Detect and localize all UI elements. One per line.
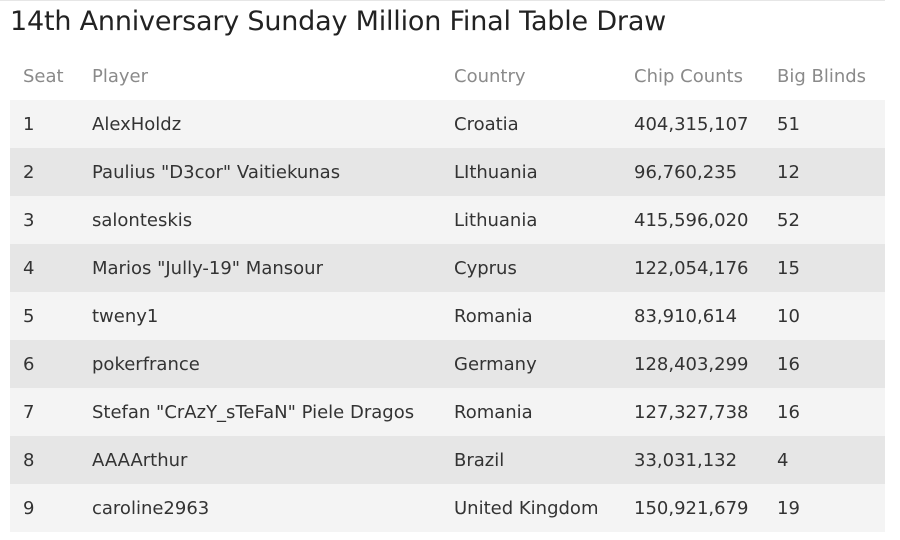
seat-draw-table: Seat Player Country Chip Counts Big Blin… xyxy=(10,52,885,532)
country-cell: Germany xyxy=(454,353,537,375)
country-cell: Brazil xyxy=(454,449,505,471)
page-title: 14th Anniversary Sunday Million Final Ta… xyxy=(10,6,667,37)
chip-count-cell: 96,760,235 xyxy=(634,161,738,183)
player-cell: AAAArthur xyxy=(92,449,188,471)
country-cell: Croatia xyxy=(454,113,519,135)
big-blinds-cell: 16 xyxy=(777,353,800,375)
player-cell: Paulius "D3cor" Vaitiekunas xyxy=(92,161,341,183)
header-big-blinds: Big Blinds xyxy=(777,65,867,87)
player-cell: pokerfrance xyxy=(92,353,200,375)
big-blinds-cell: 16 xyxy=(777,401,800,423)
header-row: Seat Player Country Chip Counts Big Blin… xyxy=(10,52,885,100)
big-blinds-cell: 52 xyxy=(777,209,800,231)
country-cell: Cyprus xyxy=(454,257,517,279)
table-row: 5 tweny1 Romania 83,910,614 10 xyxy=(10,292,885,340)
country-cell: Lithuania xyxy=(454,209,538,231)
seat-cell: 3 xyxy=(23,209,35,231)
seat-cell: 4 xyxy=(23,257,35,279)
header-country: Country xyxy=(454,65,526,87)
seat-cell: 7 xyxy=(23,401,35,423)
seat-cell: 2 xyxy=(23,161,35,183)
player-cell: tweny1 xyxy=(92,305,159,327)
table-row: 7 Stefan "CrAzY_sTeFaN" Piele Dragos Rom… xyxy=(10,388,885,436)
table-row: 1 AlexHoldz Croatia 404,315,107 51 xyxy=(10,100,885,148)
big-blinds-cell: 10 xyxy=(777,305,800,327)
table-row: 9 caroline2963 United Kingdom 150,921,67… xyxy=(10,484,885,532)
country-cell: Romania xyxy=(454,401,533,423)
player-cell: AlexHoldz xyxy=(92,113,182,135)
country-cell: Romania xyxy=(454,305,533,327)
seat-cell: 8 xyxy=(23,449,35,471)
player-cell: salonteskis xyxy=(92,209,193,231)
big-blinds-cell: 15 xyxy=(777,257,800,279)
chip-count-cell: 127,327,738 xyxy=(634,401,749,423)
country-cell: United Kingdom xyxy=(454,497,599,519)
table-row: 6 pokerfrance Germany 128,403,299 16 xyxy=(10,340,885,388)
seat-cell: 1 xyxy=(23,113,35,135)
header-seat: Seat xyxy=(23,65,64,87)
table-row: 2 Paulius "D3cor" Vaitiekunas LIthuania … xyxy=(10,148,885,196)
top-divider xyxy=(0,0,885,1)
big-blinds-cell: 51 xyxy=(777,113,800,135)
final-table-draw: Seat Player Country Chip Counts Big Blin… xyxy=(10,52,885,532)
chip-count-cell: 128,403,299 xyxy=(634,353,749,375)
chip-count-cell: 122,054,176 xyxy=(634,257,749,279)
country-cell: LIthuania xyxy=(454,161,538,183)
seat-cell: 6 xyxy=(23,353,35,375)
player-cell: Marios "Jully-19" Mansour xyxy=(92,257,323,279)
table-row: 4 Marios "Jully-19" Mansour Cyprus 122,0… xyxy=(10,244,885,292)
table-row: 3 salonteskis Lithuania 415,596,020 52 xyxy=(10,196,885,244)
big-blinds-cell: 4 xyxy=(777,449,789,471)
table-row: 8 AAAArthur Brazil 33,031,132 4 xyxy=(10,436,885,484)
big-blinds-cell: 12 xyxy=(777,161,800,183)
big-blinds-cell: 19 xyxy=(777,497,800,519)
table-body: 1 AlexHoldz Croatia 404,315,107 51 2 Pau… xyxy=(10,100,885,532)
chip-count-cell: 415,596,020 xyxy=(634,209,749,231)
chip-count-cell: 150,921,679 xyxy=(634,497,749,519)
chip-count-cell: 404,315,107 xyxy=(634,113,749,135)
header-chip-counts: Chip Counts xyxy=(634,65,743,87)
chip-count-cell: 83,910,614 xyxy=(634,305,738,327)
seat-cell: 9 xyxy=(23,497,35,519)
player-cell: caroline2963 xyxy=(92,497,210,519)
player-cell: Stefan "CrAzY_sTeFaN" Piele Dragos xyxy=(92,401,415,423)
table-header: Seat Player Country Chip Counts Big Blin… xyxy=(10,52,885,100)
chip-count-cell: 33,031,132 xyxy=(634,449,738,471)
seat-cell: 5 xyxy=(23,305,35,327)
header-player: Player xyxy=(92,65,149,87)
